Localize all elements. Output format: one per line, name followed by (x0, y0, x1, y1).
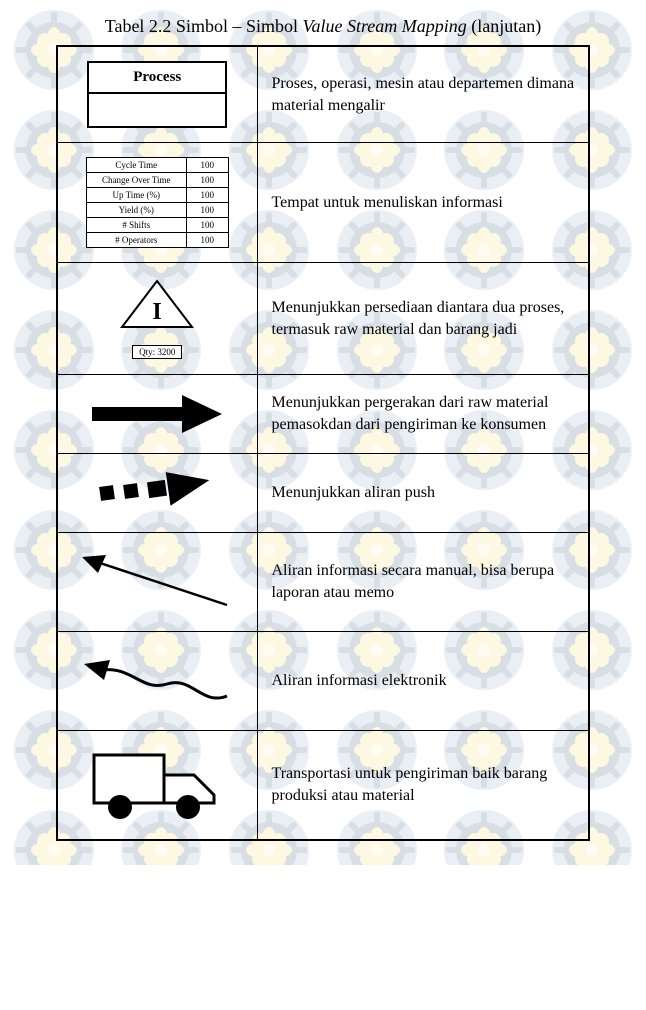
title-italic: Value Stream Mapping (302, 16, 466, 36)
triangle-letter: I (153, 299, 162, 325)
table-row: Process Proses, operasi, mesin atau depa… (57, 46, 589, 143)
info-label: Change Over Time (86, 173, 186, 188)
truck-icon (82, 745, 232, 825)
symbol-cell-push (57, 454, 257, 533)
info-label: Up Time (%) (86, 188, 186, 203)
symbol-cell-electronic-info (57, 632, 257, 731)
table-row: Transportasi untuk pengiriman baik baran… (57, 731, 589, 841)
info-label: Yield (%) (86, 203, 186, 218)
desc-process: Proses, operasi, mesin atau departemen d… (257, 46, 589, 143)
title-prefix: Tabel 2.2 Simbol – Simbol (105, 16, 303, 36)
info-databox-icon: Cycle Time100 Change Over Time100 Up Tim… (86, 157, 229, 248)
info-value: 100 (186, 158, 228, 173)
manual-info-arrow-icon (72, 547, 242, 617)
info-label: # Shifts (86, 218, 186, 233)
symbol-cell-process: Process (57, 46, 257, 143)
table-row: Aliran informasi secara manual, bisa ber… (57, 533, 589, 632)
info-value: 100 (186, 203, 228, 218)
info-value: 100 (186, 173, 228, 188)
title-suffix: (lanjutan) (467, 16, 541, 36)
info-value: 100 (186, 188, 228, 203)
process-box-label: Process (89, 63, 225, 94)
electronic-info-arrow-icon (72, 646, 242, 716)
symbol-cell-movement (57, 375, 257, 454)
inventory-qty: Qty: 3200 (132, 345, 182, 359)
vsm-symbol-table: Process Proses, operasi, mesin atau depa… (56, 45, 590, 841)
desc-inventory: Menunjukkan persediaan diantara dua pros… (257, 263, 589, 375)
desc-push: Menunjukkan aliran push (257, 454, 589, 533)
symbol-cell-inventory: I Qty: 3200 (57, 263, 257, 375)
desc-electronic: Aliran informasi elektronik (257, 632, 589, 731)
table-row: I Qty: 3200 Menunjukkan persediaan diant… (57, 263, 589, 375)
info-label: # Operators (86, 233, 186, 248)
page-content: Tabel 2.2 Simbol – Simbol Value Stream M… (0, 0, 646, 865)
table-row: Menunjukkan pergerakan dari raw material… (57, 375, 589, 454)
info-label: Cycle Time (86, 158, 186, 173)
symbol-cell-manual-info (57, 533, 257, 632)
info-value: 100 (186, 218, 228, 233)
process-box-icon: Process (87, 61, 227, 128)
inventory-triangle-icon: I (112, 277, 202, 341)
material-flow-arrow-icon (82, 389, 232, 439)
desc-manual: Aliran informasi secara manual, bisa ber… (257, 533, 589, 632)
push-arrow-icon (82, 468, 232, 518)
table-row: Cycle Time100 Change Over Time100 Up Tim… (57, 143, 589, 263)
table-row: Aliran informasi elektronik (57, 632, 589, 731)
table-row: Menunjukkan aliran push (57, 454, 589, 533)
symbol-cell-truck (57, 731, 257, 841)
symbol-cell-info: Cycle Time100 Change Over Time100 Up Tim… (57, 143, 257, 263)
info-value: 100 (186, 233, 228, 248)
desc-info: Tempat untuk menuliskan informasi (257, 143, 589, 263)
desc-truck: Transportasi untuk pengiriman baik baran… (257, 731, 589, 841)
table-caption: Tabel 2.2 Simbol – Simbol Value Stream M… (56, 16, 590, 37)
desc-movement: Menunjukkan pergerakan dari raw material… (257, 375, 589, 454)
